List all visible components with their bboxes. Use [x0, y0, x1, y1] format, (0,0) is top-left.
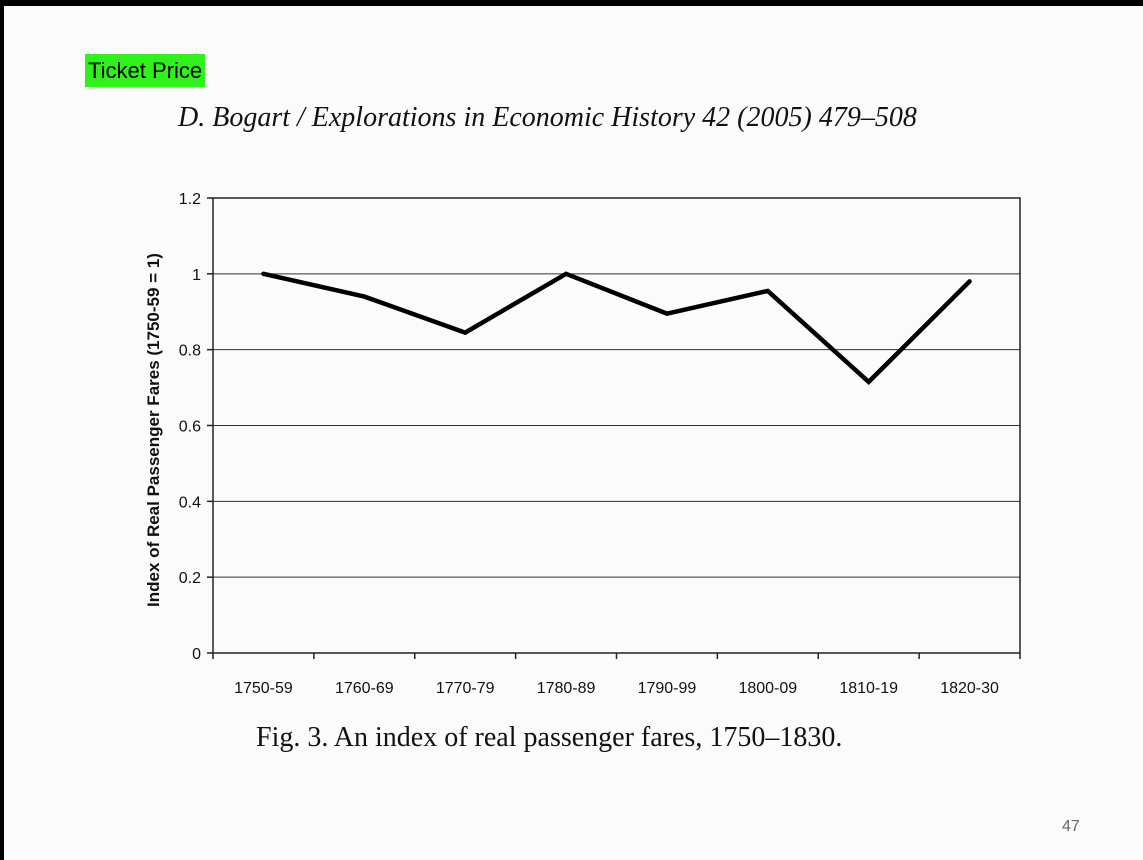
- citation-header: D. Bogart / Explorations in Economic His…: [178, 102, 917, 133]
- page-number: 47: [1062, 818, 1080, 835]
- y-tick-label: 0: [192, 646, 201, 663]
- x-tick-label: 1820-30: [940, 680, 999, 697]
- y-axis-ticks: [207, 197, 213, 654]
- y-tick-label: 0.4: [179, 494, 201, 511]
- slide: Ticket Price D. Bogart / Explorations in…: [4, 6, 1143, 860]
- y-tick-label: 0.6: [179, 419, 201, 436]
- x-tick-label: 1810-19: [839, 680, 898, 697]
- series-line: [261, 271, 972, 385]
- figure-caption: Fig. 3. An index of real passenger fares…: [256, 722, 843, 753]
- highlight-label: Ticket Price: [85, 54, 206, 87]
- x-tick-label: 1800-09: [738, 680, 797, 697]
- y-tick-labels: 0 0.2 0.4 0.6 0.8 1 1.2: [179, 191, 201, 663]
- series-group: [261, 271, 972, 385]
- y-tick-label: 0.8: [179, 343, 201, 360]
- y-axis-label: Index of Real Passenger Fares (1750-59 =…: [144, 253, 163, 607]
- x-tick-label: 1780-89: [537, 680, 596, 697]
- x-tick-label: 1750-59: [234, 680, 293, 697]
- x-tick-label: 1770-79: [436, 680, 495, 697]
- x-tick-label: 1760-69: [335, 680, 394, 697]
- grid-lines: [213, 273, 1020, 578]
- x-axis-ticks: [212, 653, 1021, 659]
- y-tick-label: 1: [192, 267, 201, 284]
- line-chart: 00.20.40.60.811.2 1750-59 1760-69 1770-79 1…: [179, 191, 1021, 697]
- x-tick-labels: 1750-59 1760-69 1770-79 1780-89 1790-99 1800-…: [234, 680, 999, 697]
- y-tick-label: 1.2: [179, 191, 201, 208]
- y-tick-label: 0.2: [179, 570, 201, 587]
- x-tick-label: 1790-99: [638, 680, 697, 697]
